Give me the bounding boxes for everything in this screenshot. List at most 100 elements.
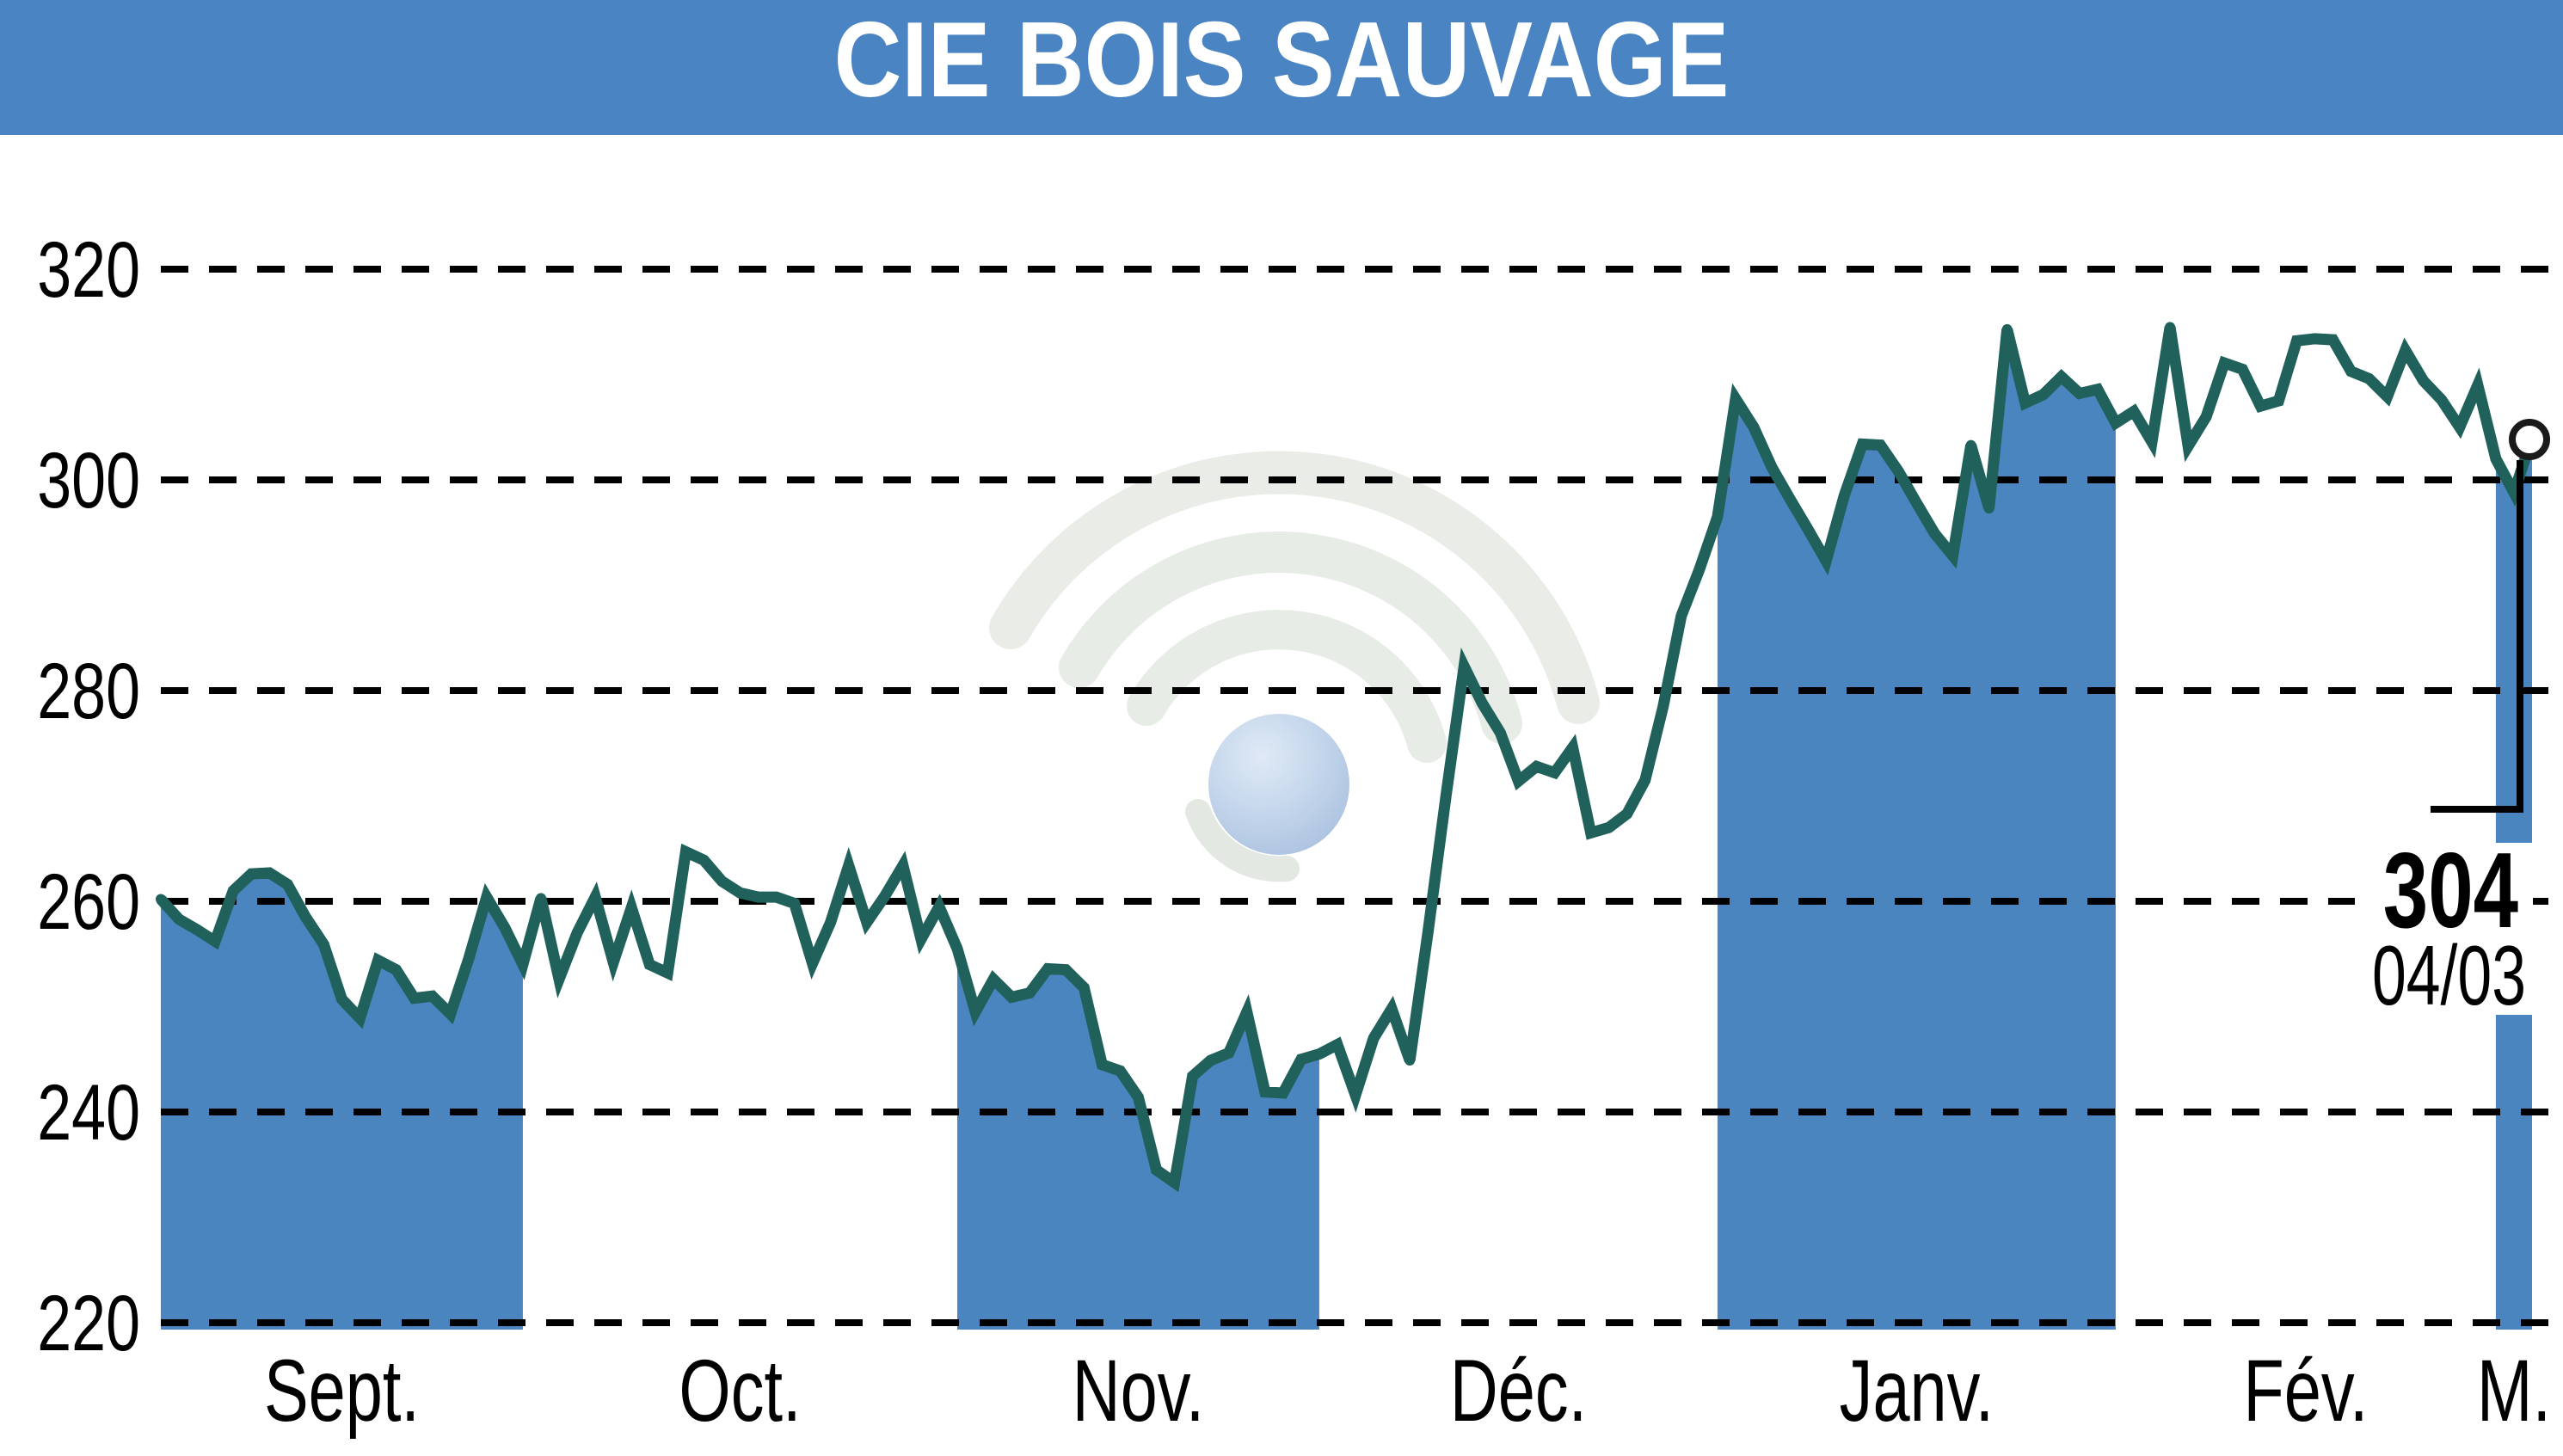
data-point: [2273, 396, 2284, 407]
data-point: [1404, 1054, 1416, 1066]
data-point: [970, 1006, 981, 1017]
data-point: [1006, 992, 1017, 1003]
data-point: [554, 974, 565, 985]
data-point: [1241, 1006, 1252, 1017]
data-point: [2400, 345, 2411, 356]
month-fill: [957, 949, 1319, 1330]
data-point: [354, 1012, 366, 1023]
watermark-arc-middle: [1059, 531, 1522, 744]
data-point: [608, 957, 619, 968]
data-point: [282, 879, 293, 890]
data-point: [2092, 384, 2103, 395]
data-point: [933, 901, 944, 912]
data-point: [499, 922, 510, 933]
data-point: [2128, 406, 2139, 417]
data-point: [1712, 511, 1723, 522]
watermark-arc-outer: [989, 451, 1600, 724]
month-fill: [161, 872, 523, 1330]
data-point: [753, 892, 764, 903]
data-point: [535, 893, 546, 904]
data-point: [1024, 987, 1036, 998]
data-point: [463, 954, 474, 965]
data-point: [1459, 660, 1470, 672]
month-fill: [1717, 329, 2116, 1330]
data-point: [590, 892, 601, 903]
data-point: [1839, 490, 1850, 501]
data-point: [409, 992, 420, 1004]
shaded-month-fills: [161, 329, 2532, 1330]
x-axis-label-dc: Déc.: [1450, 1342, 1587, 1441]
data-point: [1205, 1054, 1216, 1066]
data-point: [2219, 358, 2230, 369]
y-axis-label: 220: [37, 1279, 140, 1367]
watermark-arc-inner: [1127, 610, 1447, 763]
data-point: [1567, 742, 1578, 753]
data-point: [2309, 333, 2320, 344]
data-point: [879, 890, 890, 901]
data-point: [2382, 391, 2393, 402]
data-point: [1621, 808, 1632, 820]
data-point: [2291, 335, 2302, 347]
data-point: [1857, 439, 1868, 450]
data-point: [1133, 1091, 1144, 1103]
data-point: [1911, 497, 1922, 508]
data-point: [192, 925, 203, 936]
y-axis-label: 280: [37, 647, 140, 735]
data-point: [1767, 462, 1778, 473]
data-point: [445, 1009, 456, 1020]
data-point: [771, 892, 782, 903]
x-axis-labels: Sept. Oct. Nov. Déc. Janv. Fév. M.: [264, 1342, 2551, 1441]
header-bar: [0, 0, 2563, 135]
x-axis-label-fv: Fév.: [2243, 1342, 2368, 1441]
data-point: [1277, 1087, 1288, 1098]
data-point: [336, 993, 347, 1004]
data-point: [1785, 494, 1796, 505]
last-price-callout: 304 04/03: [2355, 460, 2533, 1023]
data-point: [1531, 761, 1542, 772]
data-point: [2418, 375, 2429, 386]
data-point: [2201, 411, 2212, 422]
data-point: [427, 991, 438, 1002]
data-point: [1657, 701, 1669, 712]
data-point: [1477, 697, 1488, 709]
y-axis-label: 260: [37, 857, 140, 946]
data-point: [952, 943, 963, 955]
data-point: [626, 902, 637, 913]
data-point: [915, 934, 926, 945]
data-point: [2183, 440, 2194, 452]
data-point: [517, 959, 528, 970]
data-point: [2237, 364, 2248, 375]
data-point: [1187, 1071, 1198, 1082]
data-point: [1513, 776, 1524, 787]
y-axis-label: 320: [37, 225, 140, 314]
x-axis-label-oct: Oct.: [679, 1342, 801, 1441]
data-point: [210, 936, 221, 947]
data-point: [318, 939, 329, 950]
data-point: [1639, 775, 1650, 786]
x-axis-label-nov: Nov.: [1073, 1342, 1205, 1441]
y-axis-labels: 320 300 280 260 240 220: [37, 225, 140, 1367]
data-point: [662, 968, 673, 979]
data-point: [390, 964, 402, 975]
data-point: [2490, 453, 2501, 464]
data-point: [1295, 1054, 1306, 1065]
data-point: [481, 892, 492, 903]
data-point: [843, 860, 854, 871]
data-point: [1423, 927, 1434, 938]
data-point: [2037, 389, 2049, 400]
data-point: [2019, 397, 2031, 409]
data-point: [1983, 503, 1994, 514]
data-point: [1965, 439, 1976, 451]
data-point: [2110, 417, 2121, 428]
data-point: [2363, 373, 2375, 384]
data-point: [2147, 436, 2158, 447]
x-axis-label-janv: Janv.: [1840, 1342, 1994, 1441]
data-point: [734, 888, 746, 899]
data-point: [698, 855, 710, 866]
data-point: [1331, 1039, 1343, 1050]
data-point: [1386, 1003, 1398, 1014]
y-axis-label: 240: [37, 1068, 140, 1157]
data-point: [1042, 963, 1054, 974]
